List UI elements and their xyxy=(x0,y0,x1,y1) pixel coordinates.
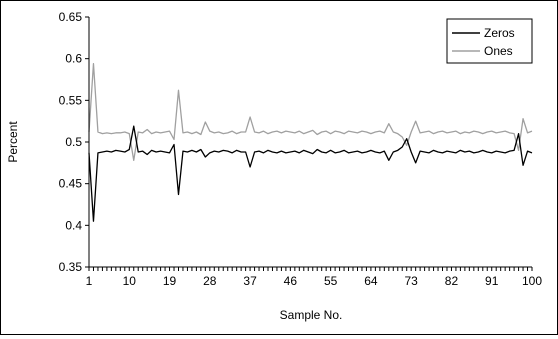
series-line-zeros xyxy=(88,125,533,222)
x-tick-label: 1 xyxy=(86,274,93,288)
x-tick-label: 19 xyxy=(163,274,177,288)
series-layer xyxy=(88,63,533,222)
x-tick-label: 82 xyxy=(445,274,459,288)
x-axis: 1 10 19 28 37 46 55 64 73 82 91 100 xyxy=(86,267,542,288)
x-tick-label: 37 xyxy=(243,274,257,288)
legend-label-ones: Ones xyxy=(484,44,513,58)
y-tick-label: 0.4 xyxy=(65,218,82,232)
y-axis-title: Percent xyxy=(6,121,20,163)
line-chart: 0.35 0.4 0.45 0.5 0.55 0.6 0.65 1 10 19 28 37 46 55 6… xyxy=(6,10,542,322)
x-tick-label: 46 xyxy=(284,274,298,288)
legend-label-zeros: Zeros xyxy=(484,26,515,40)
x-tick-label: 55 xyxy=(324,274,338,288)
y-tick-label: 0.5 xyxy=(65,135,82,149)
x-tick-label: 91 xyxy=(485,274,499,288)
x-tick-label: 64 xyxy=(364,274,378,288)
y-tick-label: 0.35 xyxy=(59,260,83,274)
legend: Zeros Ones xyxy=(446,18,533,64)
x-axis-title: Sample No. xyxy=(280,308,343,322)
y-tick-label: 0.65 xyxy=(59,10,83,24)
x-tick-label: 28 xyxy=(203,274,217,288)
legend-box xyxy=(446,18,533,64)
y-tick-label: 0.45 xyxy=(59,177,83,191)
series-line-ones xyxy=(88,63,533,161)
y-tick-label: 0.6 xyxy=(65,52,82,66)
x-tick-label: 100 xyxy=(522,274,542,288)
y-tick-label: 0.55 xyxy=(59,93,83,107)
x-tick-label: 10 xyxy=(123,274,137,288)
x-tick-label: 73 xyxy=(405,274,419,288)
y-axis: 0.35 0.4 0.45 0.5 0.55 0.6 0.65 xyxy=(59,10,89,274)
